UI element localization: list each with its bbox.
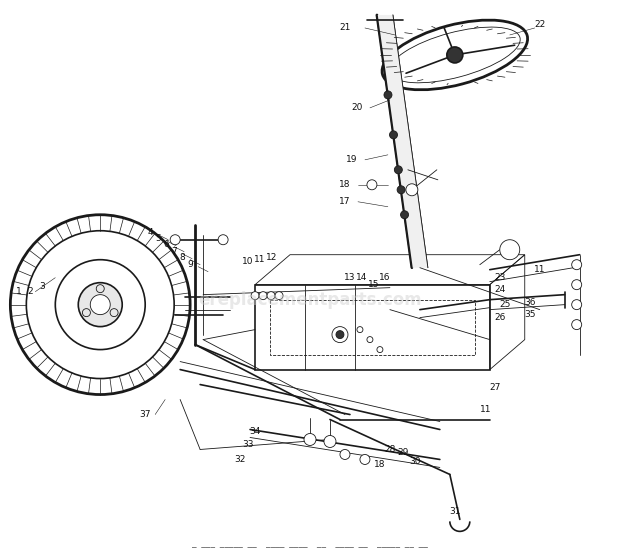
Text: 20: 20 bbox=[352, 103, 363, 112]
Circle shape bbox=[401, 211, 409, 219]
Circle shape bbox=[367, 337, 373, 343]
Text: ereplacementparts.com: ereplacementparts.com bbox=[198, 291, 422, 309]
Polygon shape bbox=[377, 15, 428, 268]
Text: 7: 7 bbox=[171, 247, 177, 256]
Circle shape bbox=[357, 327, 363, 332]
Circle shape bbox=[304, 434, 316, 446]
Text: 9: 9 bbox=[187, 260, 193, 269]
Text: 23: 23 bbox=[494, 273, 505, 282]
Circle shape bbox=[397, 186, 405, 194]
Circle shape bbox=[251, 291, 259, 300]
Text: 24: 24 bbox=[494, 285, 505, 294]
Text: 19: 19 bbox=[346, 155, 358, 164]
Circle shape bbox=[389, 131, 397, 139]
Circle shape bbox=[394, 166, 402, 174]
Circle shape bbox=[377, 347, 383, 353]
Text: 2: 2 bbox=[27, 287, 33, 296]
Text: 26: 26 bbox=[494, 313, 505, 322]
Circle shape bbox=[572, 260, 582, 270]
Text: 18: 18 bbox=[374, 460, 386, 469]
Circle shape bbox=[324, 436, 336, 447]
Circle shape bbox=[275, 291, 283, 300]
Circle shape bbox=[332, 327, 348, 343]
Text: 15: 15 bbox=[368, 280, 379, 289]
Circle shape bbox=[267, 291, 275, 300]
Text: 10: 10 bbox=[242, 257, 254, 266]
Circle shape bbox=[91, 295, 110, 315]
Circle shape bbox=[572, 320, 582, 330]
Text: 31: 31 bbox=[449, 507, 461, 516]
Text: 6: 6 bbox=[163, 240, 169, 249]
Text: 27: 27 bbox=[489, 383, 500, 392]
Circle shape bbox=[340, 450, 350, 460]
Text: 17: 17 bbox=[339, 197, 351, 206]
Text: 4: 4 bbox=[148, 228, 153, 237]
Text: 11: 11 bbox=[534, 265, 546, 274]
Text: 21: 21 bbox=[339, 23, 351, 33]
Text: 35: 35 bbox=[524, 310, 536, 319]
Text: 3: 3 bbox=[40, 282, 45, 291]
Text: 30: 30 bbox=[409, 457, 420, 466]
Circle shape bbox=[572, 300, 582, 310]
Text: 32: 32 bbox=[234, 455, 246, 464]
Circle shape bbox=[572, 280, 582, 290]
Text: 22: 22 bbox=[534, 20, 546, 29]
Circle shape bbox=[367, 180, 377, 190]
Circle shape bbox=[259, 291, 267, 300]
Circle shape bbox=[406, 184, 418, 196]
Text: 13: 13 bbox=[344, 273, 356, 282]
Text: 12: 12 bbox=[267, 253, 278, 262]
Text: 36: 36 bbox=[524, 298, 536, 307]
Circle shape bbox=[170, 234, 180, 245]
Circle shape bbox=[78, 283, 122, 327]
Text: — ——— ————— ——  ———— ————  ——  ———— ——  ————— —— ——: — ——— ————— —— ———— ———— —— ———— —— ————… bbox=[192, 543, 428, 552]
Circle shape bbox=[500, 239, 520, 260]
Text: 28: 28 bbox=[384, 445, 396, 454]
Text: 11: 11 bbox=[480, 405, 492, 414]
Text: 33: 33 bbox=[242, 440, 254, 449]
Circle shape bbox=[384, 91, 392, 99]
Text: 8: 8 bbox=[179, 253, 185, 262]
Text: 37: 37 bbox=[140, 410, 151, 419]
Circle shape bbox=[360, 455, 370, 465]
Circle shape bbox=[218, 234, 228, 245]
Text: 25: 25 bbox=[499, 300, 510, 309]
Circle shape bbox=[447, 47, 463, 63]
Text: 14: 14 bbox=[356, 273, 368, 282]
Text: 5: 5 bbox=[155, 234, 161, 243]
Text: 34: 34 bbox=[249, 427, 261, 436]
Text: 16: 16 bbox=[379, 273, 391, 282]
Text: 1: 1 bbox=[16, 287, 21, 296]
Text: 18: 18 bbox=[339, 180, 351, 189]
Circle shape bbox=[336, 331, 344, 338]
Text: 29: 29 bbox=[397, 448, 409, 457]
Text: 11: 11 bbox=[254, 255, 266, 264]
